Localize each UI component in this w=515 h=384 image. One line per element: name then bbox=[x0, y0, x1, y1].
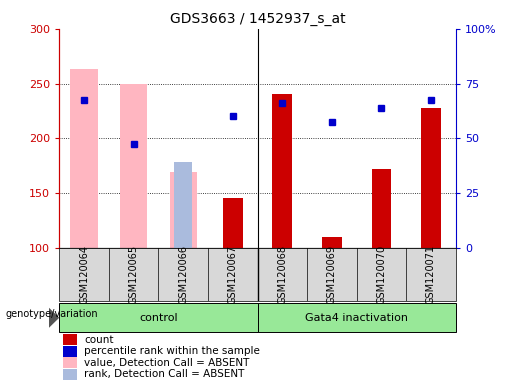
Text: percentile rank within the sample: percentile rank within the sample bbox=[84, 346, 261, 356]
Bar bbox=[322, 237, 342, 248]
Bar bbox=[71, 69, 98, 248]
Text: GSM120065: GSM120065 bbox=[129, 245, 139, 304]
Bar bbox=[63, 369, 77, 380]
Text: GSM120068: GSM120068 bbox=[277, 245, 287, 304]
Text: count: count bbox=[84, 335, 114, 345]
Text: genotype/variation: genotype/variation bbox=[5, 309, 98, 319]
Text: control: control bbox=[139, 313, 178, 323]
Polygon shape bbox=[49, 308, 59, 328]
Bar bbox=[59, 303, 258, 333]
Bar bbox=[63, 334, 77, 345]
Bar bbox=[169, 172, 197, 248]
Text: GSM120064: GSM120064 bbox=[79, 245, 89, 304]
Text: GSM120071: GSM120071 bbox=[426, 245, 436, 304]
Text: value, Detection Call = ABSENT: value, Detection Call = ABSENT bbox=[84, 358, 250, 368]
Bar bbox=[175, 162, 192, 248]
Text: rank, Detection Call = ABSENT: rank, Detection Call = ABSENT bbox=[84, 369, 245, 379]
Bar bbox=[63, 358, 77, 368]
Text: GSM120066: GSM120066 bbox=[178, 245, 188, 304]
Bar bbox=[272, 94, 292, 248]
Bar bbox=[371, 169, 391, 248]
Bar bbox=[120, 84, 147, 248]
Bar bbox=[258, 303, 456, 333]
Text: GSM120070: GSM120070 bbox=[376, 245, 386, 304]
Bar bbox=[63, 346, 77, 357]
Bar bbox=[223, 199, 243, 248]
Text: GSM120069: GSM120069 bbox=[327, 245, 337, 304]
Bar bbox=[421, 108, 441, 248]
Title: GDS3663 / 1452937_s_at: GDS3663 / 1452937_s_at bbox=[169, 12, 346, 26]
Text: GSM120067: GSM120067 bbox=[228, 245, 238, 304]
Text: Gata4 inactivation: Gata4 inactivation bbox=[305, 313, 408, 323]
